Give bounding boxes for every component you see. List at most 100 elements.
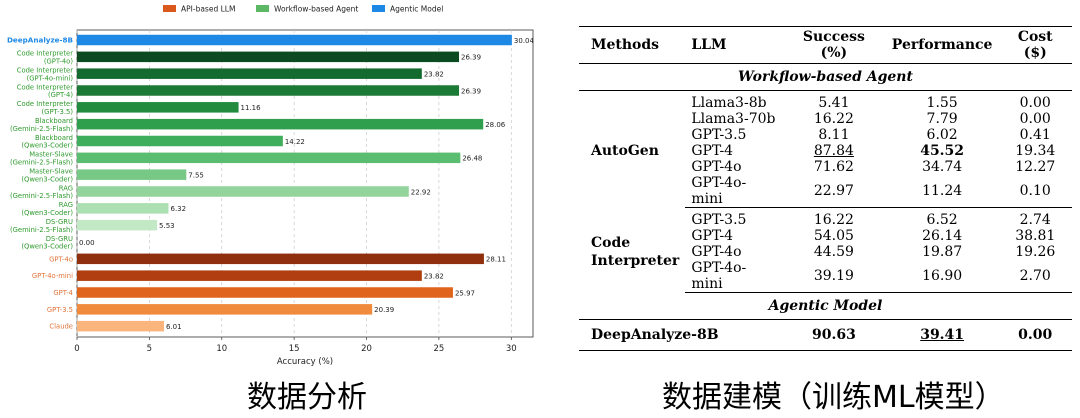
x-tick-label: 20 (361, 344, 372, 354)
cell-llm: GPT-4 (691, 143, 734, 159)
bar (77, 203, 169, 214)
bar (77, 287, 453, 298)
cell-performance-underlined: 39.41 (885, 319, 999, 351)
cell-performance: 1.55 (926, 95, 958, 111)
bar-value-label: 23.82 (424, 272, 444, 280)
cell-performance-bold: 45.52 (920, 143, 965, 159)
legend-label: API-based LLM (181, 5, 235, 14)
cell-success: 71.62 (813, 159, 854, 175)
method-autogen: AutoGen (591, 143, 659, 160)
bar (77, 304, 373, 315)
y-tick-label: RAG (Gemini-2.5-Flash) (10, 184, 73, 200)
cell-performance: 7.79 (926, 111, 958, 127)
section-label-workflow: Workflow-based Agent (579, 63, 1072, 91)
cell-success: 8.11 (818, 127, 850, 143)
cell-success: 5.41 (818, 95, 850, 111)
cell-cost: 0.00 (1019, 111, 1051, 127)
y-tick-label-line: Master-Slave (29, 151, 73, 159)
legend-swatch (163, 5, 176, 12)
bar-value-label: 28.06 (485, 121, 506, 129)
x-tick-label: 15 (289, 344, 300, 354)
y-tick-label-line: (Gemini-2.5-Flash) (10, 158, 73, 166)
table-header-row: Methods LLM Success (%) Performance Cost… (579, 26, 1072, 64)
cell-llm: GPT-4o (691, 159, 742, 175)
y-tick-label: Master-Slave (Qwen3-Coder) (21, 167, 73, 183)
cell-llm: GPT-4o (691, 244, 742, 260)
legend-swatch (256, 5, 269, 12)
y-tick-label: GPT-4o (49, 255, 73, 263)
x-tick-label: 5 (147, 344, 152, 354)
header-performance: Performance (885, 26, 999, 64)
x-axis-label: Accuracy (%) (277, 357, 333, 367)
y-tick-label-line: (Gemini-2.5-Flash) (10, 192, 73, 200)
cell-llm: GPT-4 (691, 228, 734, 244)
bar-value-label: 26.39 (461, 54, 481, 62)
y-tick-label-line: (GPT-4) (48, 91, 73, 99)
bar-value-label: 6.32 (170, 205, 186, 213)
y-tick-label-line: DS-GRU (46, 218, 73, 226)
caption-data-modeling: 数据建模（训练ML模型） (662, 380, 1005, 415)
x-tick-label: 25 (433, 344, 444, 354)
bar (77, 34, 512, 46)
y-tick-label: GPT-4o-mini (32, 272, 73, 280)
cell-llm: GPT-3.5 (691, 127, 747, 143)
cell-cost: 19.34 (1015, 143, 1056, 159)
bar (77, 253, 484, 265)
y-tick-label-line: (Gemini-2.5-Flash) (10, 125, 73, 133)
bar-value-label: 25.97 (455, 289, 475, 297)
cell-success: 22.97 (782, 175, 886, 208)
bar-group: 30.04 26.39 23.82 26.39 11.16 28.06 14.22 26.48… (77, 34, 535, 332)
bar-value-label: 0.00 (79, 239, 95, 247)
y-tick-label: Master-Slave (Gemini-2.5-Flash) (10, 151, 73, 167)
table-row-final: DeepAnalyze-8B 90.63 39.41 0.00 (579, 319, 1072, 351)
cell-llm: GPT-4o-mini (685, 260, 782, 293)
bar-value-label: 6.01 (166, 323, 182, 331)
y-tick-label-line: Code Interpreter (17, 83, 74, 91)
accuracy-bar-chart: API-based LLM Workflow-based Agent Agentic… (7, 5, 535, 368)
bar-value-label: 28.11 (486, 256, 506, 264)
header-methods: Methods (579, 26, 686, 64)
y-tick-label: Blackboard (Qwen3-Coder) (21, 134, 73, 150)
bar (77, 186, 409, 197)
chart-legend: API-based LLM Workflow-based Agent Agentic… (163, 5, 443, 14)
cell-cost: 38.81 (1015, 228, 1056, 244)
bar (77, 85, 460, 96)
bar-value-label: 30.04 (514, 37, 535, 45)
results-table: Methods LLM Success (%) Performance Cost… (579, 26, 1072, 351)
bar-value-label: 20.39 (374, 306, 394, 314)
table-row: AutoGen Llama3-8b 5.41 1.55 0.00 (579, 91, 1072, 159)
table-row: GPT-4 87.84 45.52 19.34 (579, 143, 1072, 159)
cell-cost: 0.41 (1019, 127, 1051, 143)
x-tick-label: 0 (74, 344, 79, 354)
section-row-agentic: Agentic Model (579, 292, 1072, 320)
bar (77, 169, 187, 180)
y-tick-label: DS-GRU (Gemini-2.5-Flash) (10, 218, 73, 234)
table-row: GPT-4o-mini 22.97 11.24 0.10 (579, 175, 1072, 208)
cell-llm: GPT-4o-mini (685, 175, 782, 208)
legend-swatch (372, 5, 385, 12)
caption-data-analysis: 数据分析 (247, 380, 367, 415)
y-tick-label: RAG (Qwen3-Coder) (21, 201, 73, 217)
x-tick-label: 10 (216, 344, 227, 354)
cell-performance: 6.02 (926, 127, 958, 143)
y-tick-label: Code Interpreter (GPT-4o) (17, 50, 74, 66)
table-row: GPT-4o-mini 39.19 16.90 2.70 (579, 260, 1072, 293)
cell-cost: 2.74 (1019, 212, 1051, 228)
y-tick-label-line: Blackboard (35, 134, 73, 142)
y-tick-label-line: Code Interpreter (17, 50, 74, 58)
header-cost: Cost ($) (998, 26, 1072, 64)
cell-success: 39.19 (782, 260, 886, 293)
cell-cost: 0.10 (998, 175, 1072, 208)
cell-performance: 34.74 (922, 159, 963, 175)
bar (77, 118, 484, 130)
bar (77, 102, 239, 113)
cell-performance: 16.90 (885, 260, 999, 293)
cell-success: 16.22 (813, 212, 854, 228)
cell-cost: 0.00 (1019, 95, 1051, 111)
bar (77, 51, 460, 63)
y-tick-label-line: Blackboard (35, 117, 73, 125)
y-tick-label-line: Code Interpreter (17, 66, 74, 74)
bar (77, 152, 461, 164)
y-tick-label-line: RAG (59, 201, 73, 209)
